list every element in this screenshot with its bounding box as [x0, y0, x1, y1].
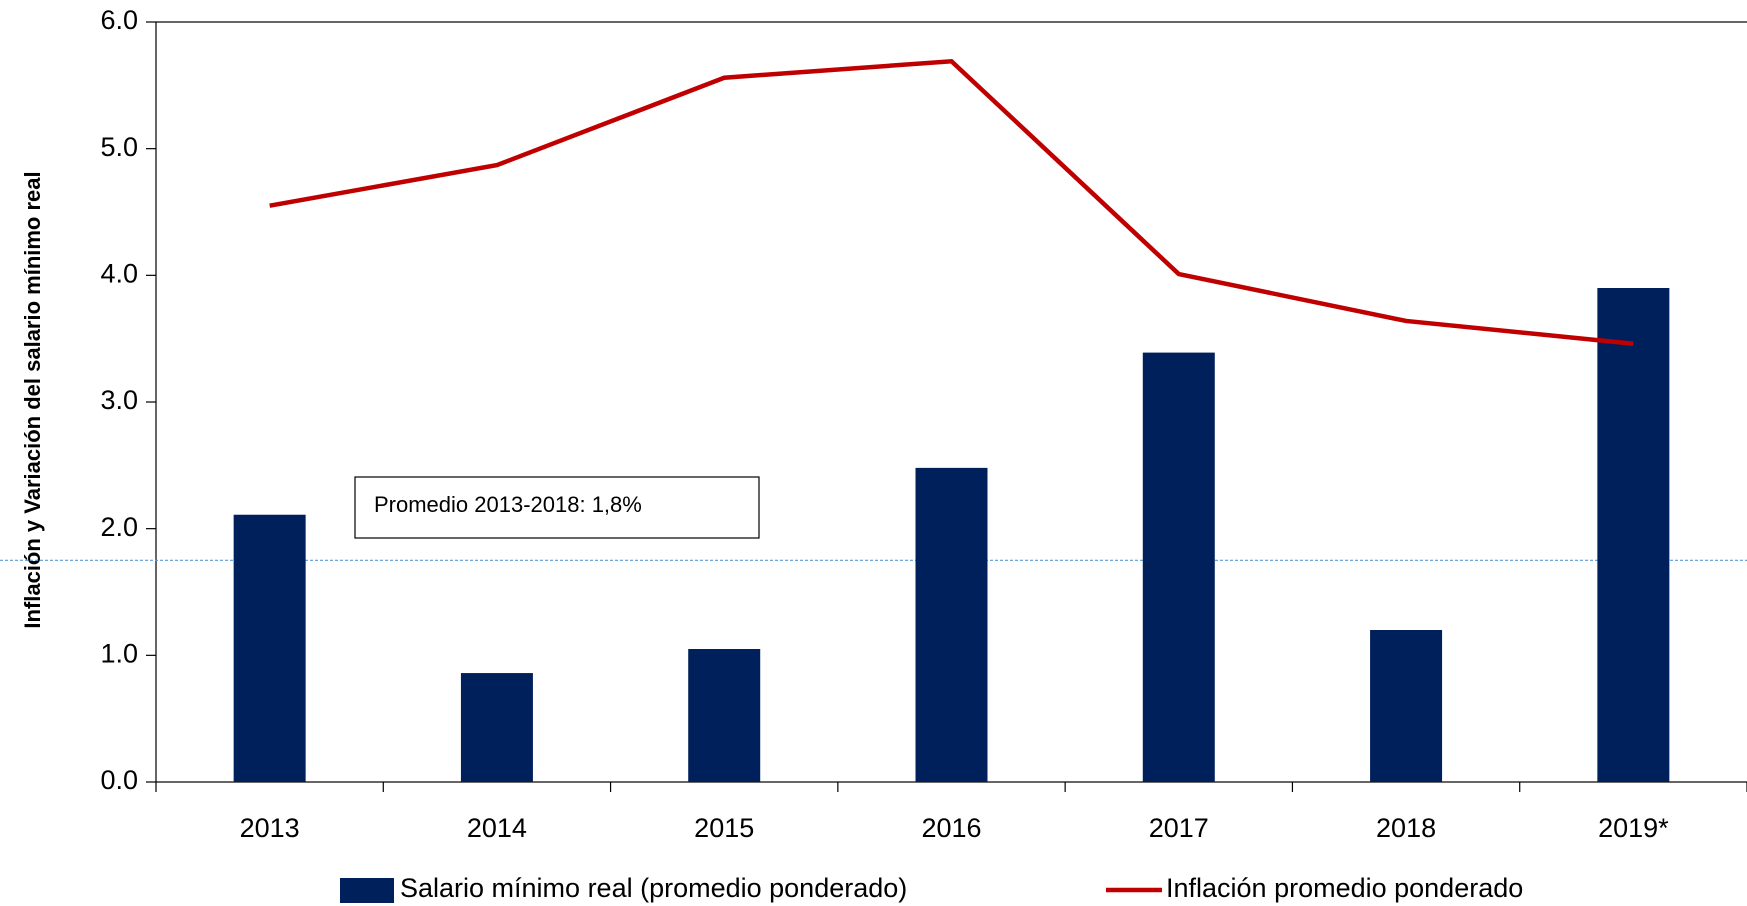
line: [269, 58, 1634, 346]
annotation-box: [354, 476, 760, 539]
x-tick-label: 2017: [1149, 813, 1209, 843]
annotation: Promedio 2013-2018: 1,8%: [374, 492, 642, 517]
x-tick-label: 2019*: [1598, 813, 1669, 843]
legend-label: Salario mínimo real (promedio ponderado): [400, 873, 907, 903]
bar: [1597, 288, 1670, 782]
y-axis-label: Inflación y Variación del salario mínimo…: [20, 171, 45, 628]
bar: [688, 649, 761, 782]
x-tick-label: 2015: [694, 813, 754, 843]
x-tick-label: 2016: [921, 813, 981, 843]
x-tick-label: 2013: [240, 813, 300, 843]
bar: [1142, 352, 1215, 782]
bar: [915, 467, 988, 782]
y-tick-label: 5.0: [100, 132, 138, 162]
legend-swatch: [340, 878, 394, 903]
y-tick-label: 0.0: [100, 765, 138, 795]
bar: [1370, 630, 1443, 782]
y-tick-label: 1.0: [100, 638, 138, 668]
y-tick-label: 2.0: [100, 512, 138, 542]
y-tick-label: 6.0: [100, 5, 138, 35]
bar: [233, 514, 306, 782]
x-tick-label: 2018: [1376, 813, 1436, 843]
x-tick-label: 2014: [467, 813, 527, 843]
legend-label: Inflación promedio ponderado: [1166, 873, 1523, 903]
y-tick-label: 3.0: [100, 385, 138, 415]
y-tick-label: 4.0: [100, 258, 138, 288]
bar: [460, 673, 533, 782]
